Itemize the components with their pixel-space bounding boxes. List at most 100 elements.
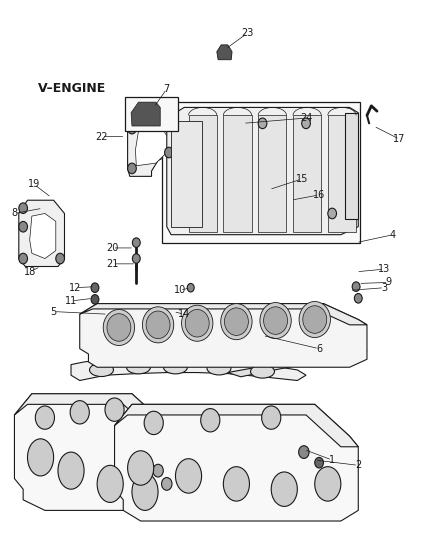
Text: 5: 5 <box>50 306 57 317</box>
Bar <box>162 102 360 243</box>
Ellipse shape <box>28 439 53 476</box>
Bar <box>125 97 178 131</box>
Ellipse shape <box>251 365 275 378</box>
Polygon shape <box>30 214 56 259</box>
Polygon shape <box>115 405 358 447</box>
Polygon shape <box>14 394 176 436</box>
Polygon shape <box>14 394 176 511</box>
Circle shape <box>19 221 28 232</box>
Polygon shape <box>131 102 160 126</box>
Text: 23: 23 <box>241 28 254 38</box>
Text: 24: 24 <box>300 113 312 123</box>
Polygon shape <box>19 200 64 266</box>
Polygon shape <box>188 115 217 232</box>
Circle shape <box>261 406 281 429</box>
Circle shape <box>19 253 28 264</box>
Circle shape <box>127 123 136 134</box>
Text: 16: 16 <box>313 190 325 200</box>
Circle shape <box>258 118 267 128</box>
Polygon shape <box>80 304 367 367</box>
Ellipse shape <box>127 361 150 374</box>
Ellipse shape <box>221 304 252 340</box>
Circle shape <box>19 203 28 214</box>
Ellipse shape <box>260 303 291 338</box>
Text: 13: 13 <box>378 264 391 274</box>
Polygon shape <box>115 405 358 521</box>
Circle shape <box>105 398 124 421</box>
Circle shape <box>132 254 140 263</box>
Ellipse shape <box>97 465 123 503</box>
Text: 18: 18 <box>24 267 36 277</box>
Circle shape <box>165 147 173 158</box>
Ellipse shape <box>107 314 131 341</box>
Text: 8: 8 <box>11 208 18 219</box>
Polygon shape <box>293 115 321 232</box>
Text: 2: 2 <box>355 461 361 470</box>
Circle shape <box>127 163 136 174</box>
Polygon shape <box>328 115 356 232</box>
Ellipse shape <box>185 310 209 337</box>
Circle shape <box>35 406 54 429</box>
Circle shape <box>70 401 89 424</box>
Text: 14: 14 <box>178 309 190 319</box>
Ellipse shape <box>303 306 327 333</box>
Ellipse shape <box>182 305 213 341</box>
Circle shape <box>187 284 194 292</box>
Text: 17: 17 <box>393 134 406 144</box>
Text: 15: 15 <box>296 174 308 184</box>
Circle shape <box>56 253 64 264</box>
Circle shape <box>167 118 176 128</box>
Ellipse shape <box>299 302 330 337</box>
Circle shape <box>299 446 309 458</box>
Text: 20: 20 <box>106 243 119 253</box>
Text: 11: 11 <box>65 296 77 306</box>
Polygon shape <box>258 115 286 232</box>
Text: 22: 22 <box>95 132 108 142</box>
Text: 21: 21 <box>106 259 119 269</box>
Text: 10: 10 <box>174 285 186 295</box>
Circle shape <box>328 208 336 219</box>
Text: 12: 12 <box>69 282 81 293</box>
Polygon shape <box>228 349 367 377</box>
Text: 4: 4 <box>390 230 396 240</box>
Ellipse shape <box>89 364 113 376</box>
Polygon shape <box>345 113 358 219</box>
Ellipse shape <box>224 308 248 335</box>
Ellipse shape <box>176 459 201 493</box>
Ellipse shape <box>271 472 297 506</box>
Circle shape <box>302 118 311 128</box>
Circle shape <box>315 457 323 468</box>
Polygon shape <box>71 359 306 381</box>
Ellipse shape <box>103 310 134 345</box>
Polygon shape <box>217 45 232 60</box>
Circle shape <box>153 464 163 477</box>
Ellipse shape <box>58 452 84 489</box>
Ellipse shape <box>163 361 187 374</box>
Text: 1: 1 <box>329 455 335 465</box>
Circle shape <box>162 478 172 490</box>
Ellipse shape <box>146 311 170 338</box>
Text: 6: 6 <box>316 344 322 354</box>
Ellipse shape <box>264 307 288 334</box>
Ellipse shape <box>132 473 158 511</box>
Ellipse shape <box>127 451 154 485</box>
Text: 9: 9 <box>386 277 392 287</box>
Ellipse shape <box>223 467 250 501</box>
Circle shape <box>144 411 163 434</box>
Ellipse shape <box>207 362 231 375</box>
Polygon shape <box>223 115 252 232</box>
Circle shape <box>91 295 99 304</box>
Circle shape <box>354 294 362 303</box>
Text: 19: 19 <box>28 179 40 189</box>
Text: 3: 3 <box>381 282 388 293</box>
Circle shape <box>201 409 220 432</box>
Ellipse shape <box>315 467 341 501</box>
Text: V–ENGINE: V–ENGINE <box>39 83 106 95</box>
Polygon shape <box>171 120 201 227</box>
Circle shape <box>132 238 140 247</box>
Polygon shape <box>127 110 178 176</box>
Text: 7: 7 <box>164 84 170 94</box>
Circle shape <box>91 283 99 293</box>
Ellipse shape <box>142 307 174 343</box>
Polygon shape <box>80 304 367 325</box>
